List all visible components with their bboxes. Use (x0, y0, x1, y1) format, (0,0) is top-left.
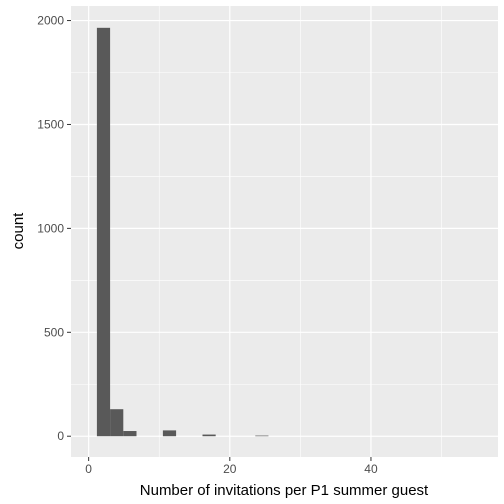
x-tick-label: 40 (364, 462, 378, 476)
y-tick-label: 1000 (37, 221, 64, 235)
x-axis-title: Number of invitations per P1 summer gues… (140, 482, 429, 499)
x-axis: 0 20 40 (85, 457, 378, 476)
grid-minor (71, 6, 498, 457)
x-tick-label: 0 (85, 462, 92, 476)
histogram-bar (96, 27, 111, 437)
histogram-bar (123, 431, 137, 437)
y-tick-label: 0 (57, 429, 64, 443)
y-axis: 0 500 1000 1500 2000 (37, 14, 71, 443)
y-axis-title: count (10, 212, 27, 250)
histogram-bar (162, 430, 177, 437)
y-tick-label: 2000 (37, 14, 64, 28)
x-tick-label: 20 (223, 462, 237, 476)
y-tick-label: 1500 (37, 117, 64, 131)
histogram-bar (202, 434, 216, 437)
histogram-bars (96, 27, 269, 437)
histogram-bar (255, 435, 269, 437)
y-tick-label: 500 (44, 325, 64, 339)
histogram-bar (110, 409, 124, 437)
grid-major (71, 6, 498, 457)
plot-panel (71, 6, 498, 457)
